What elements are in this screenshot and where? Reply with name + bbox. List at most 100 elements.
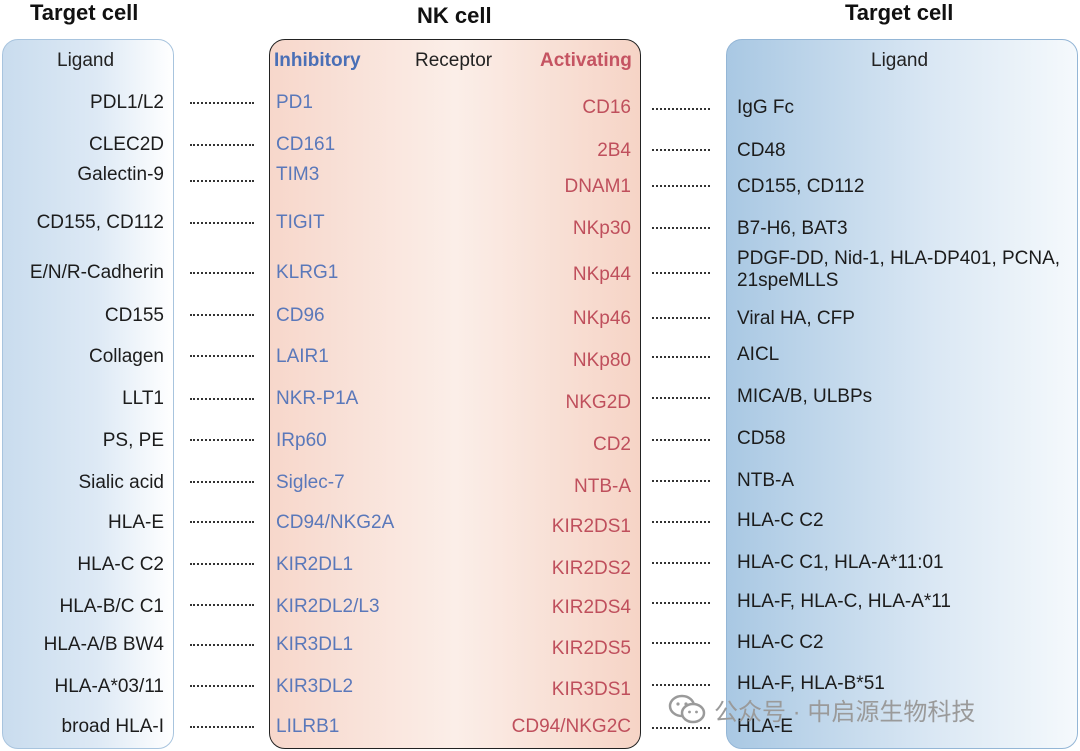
nk-cell-panel bbox=[269, 39, 641, 749]
inhibitory-receptor: CD96 bbox=[276, 305, 325, 326]
inhibitory-ligand: E/N/R-Cadherin bbox=[29, 262, 164, 283]
wechat-icon bbox=[668, 694, 706, 724]
inhibitory-receptor: KIR2DL2/L3 bbox=[276, 596, 380, 617]
inhibitory-receptor: PD1 bbox=[276, 92, 313, 113]
dotted-connector-left bbox=[190, 398, 254, 400]
activating-column-header: Activating bbox=[540, 50, 632, 71]
activating-ligand-line: MICA/B, ULBPs bbox=[737, 386, 873, 407]
activating-ligand-line: IgG Fc bbox=[737, 97, 795, 118]
dotted-connector-left bbox=[190, 355, 254, 357]
activating-receptor: KIR2DS5 bbox=[551, 638, 631, 659]
dotted-connector-right bbox=[652, 684, 710, 686]
activating-ligand: HLA-E bbox=[737, 716, 793, 738]
inhibitory-ligand: Galectin-9 bbox=[77, 164, 164, 185]
right-target-cell-panel bbox=[726, 39, 1078, 749]
inhibitory-receptor: CD94/NKG2A bbox=[276, 512, 395, 533]
activating-ligand: HLA-C C1, HLA-A*11:01 bbox=[737, 552, 944, 574]
dotted-connector-left bbox=[190, 604, 254, 606]
activating-ligand: MICA/B, ULBPs bbox=[737, 386, 872, 408]
dotted-connector-left bbox=[190, 521, 254, 523]
activating-receptor: NTB-A bbox=[574, 476, 631, 497]
dotted-connector-right bbox=[652, 149, 710, 151]
dotted-connector-right bbox=[652, 480, 710, 482]
dotted-connector-right bbox=[652, 185, 710, 187]
dotted-connector-right bbox=[652, 317, 710, 319]
activating-receptor: NKp80 bbox=[572, 350, 631, 371]
inhibitory-ligand: HLA-B/C C1 bbox=[59, 596, 164, 617]
dotted-connector-left bbox=[190, 222, 254, 224]
dotted-connector-right bbox=[652, 227, 710, 229]
activating-receptor: 2B4 bbox=[597, 140, 631, 161]
dotted-connector-right bbox=[652, 562, 710, 564]
activating-receptor: KIR2DS4 bbox=[551, 597, 631, 618]
activating-ligand: PDGF-DD, Nid-1, HLA-DP401, PCNA, 21speMLL… bbox=[737, 248, 1060, 292]
inhibitory-receptor: TIGIT bbox=[276, 212, 325, 233]
dotted-connector-right bbox=[652, 108, 710, 110]
inhibitory-receptor: CD161 bbox=[276, 134, 336, 155]
activating-ligand-line: Viral HA, CFP bbox=[737, 308, 855, 329]
dotted-connector-left bbox=[190, 439, 254, 441]
dotted-connector-left bbox=[190, 726, 254, 728]
activating-receptor: CD16 bbox=[582, 97, 631, 118]
watermark-text: 公众号 · 中启源生物科技 bbox=[714, 698, 976, 726]
inhibitory-receptor: KIR2DL1 bbox=[276, 554, 354, 575]
dotted-connector-left bbox=[190, 272, 254, 274]
activating-ligand-line: 21speMLLS bbox=[737, 270, 839, 291]
inhibitory-receptor: TIM3 bbox=[276, 164, 320, 185]
inhibitory-ligand: PS, PE bbox=[102, 430, 164, 451]
inhibitory-ligand: HLA-A/B BW4 bbox=[43, 634, 164, 655]
activating-ligand: NTB-A bbox=[737, 470, 794, 492]
dotted-connector-right bbox=[652, 602, 710, 604]
inhibitory-receptor: NKR-P1A bbox=[276, 388, 359, 409]
inhibitory-receptor: KIR3DL2 bbox=[276, 676, 354, 697]
inhibitory-ligand: Sialic acid bbox=[78, 472, 164, 493]
activating-ligand-line: B7-H6, BAT3 bbox=[737, 218, 848, 239]
activating-ligand: IgG Fc bbox=[737, 97, 794, 119]
activating-ligand: B7-H6, BAT3 bbox=[737, 218, 848, 240]
dotted-connector-left bbox=[190, 144, 254, 146]
activating-ligand: AICL bbox=[737, 344, 779, 366]
dotted-connector-right bbox=[652, 521, 710, 523]
activating-ligand: CD48 bbox=[737, 140, 786, 162]
activating-ligand-line: CD58 bbox=[737, 428, 786, 449]
activating-ligand-line: CD48 bbox=[737, 140, 786, 161]
inhibitory-receptor: IRp60 bbox=[276, 430, 327, 451]
activating-ligand-line: CD155, CD112 bbox=[737, 176, 865, 197]
activating-ligand: CD155, CD112 bbox=[737, 176, 864, 198]
activating-receptor: NKp46 bbox=[572, 308, 631, 329]
inhibitory-ligand: LLT1 bbox=[122, 388, 164, 409]
nk-cell-header: NK cell bbox=[417, 3, 492, 28]
activating-ligand: HLA-C C2 bbox=[737, 510, 824, 532]
inhibitory-ligand: HLA-A*03/11 bbox=[54, 676, 165, 697]
activating-ligand: CD58 bbox=[737, 428, 786, 450]
dotted-connector-left bbox=[190, 644, 254, 646]
activating-ligand-line: HLA-E bbox=[737, 716, 793, 737]
dotted-connector-right bbox=[652, 397, 710, 399]
activating-ligand-line: HLA-C C1, HLA-A*11:01 bbox=[737, 552, 944, 573]
dotted-connector-left bbox=[190, 102, 254, 104]
receptor-column-header: Receptor bbox=[415, 50, 493, 71]
inhibitory-ligand: broad HLA-I bbox=[61, 716, 164, 737]
activating-receptor: CD2 bbox=[592, 434, 631, 455]
activating-ligand: HLA-F, HLA-B*51 bbox=[737, 673, 885, 695]
right-target-cell-header: Target cell bbox=[845, 0, 954, 25]
activating-receptor: NKp30 bbox=[572, 218, 631, 239]
activating-receptor: CD94/NKG2C bbox=[511, 716, 631, 737]
activating-ligand-line: HLA-F, HLA-B*51 bbox=[737, 673, 885, 694]
activating-ligand-line: AICL bbox=[737, 344, 780, 365]
left-ligand-column-header: Ligand bbox=[57, 50, 115, 71]
activating-ligand: HLA-C C2 bbox=[737, 632, 824, 654]
dotted-connector-left bbox=[190, 685, 254, 687]
dotted-connector-left bbox=[190, 314, 254, 316]
inhibitory-ligand: Collagen bbox=[89, 346, 164, 367]
activating-ligand-line: HLA-C C2 bbox=[737, 510, 824, 531]
activating-receptor: KIR3DS1 bbox=[551, 679, 631, 700]
dotted-connector-right bbox=[652, 272, 710, 274]
watermark: 公众号 · 中启源生物科技 bbox=[668, 692, 975, 726]
activating-ligand-line: NTB-A bbox=[737, 470, 794, 491]
activating-ligand: Viral HA, CFP bbox=[737, 308, 855, 330]
inhibitory-receptor: Siglec-7 bbox=[276, 472, 345, 493]
left-target-cell-panel bbox=[2, 39, 174, 749]
activating-receptor: DNAM1 bbox=[564, 176, 631, 197]
dotted-connector-right bbox=[652, 727, 710, 729]
